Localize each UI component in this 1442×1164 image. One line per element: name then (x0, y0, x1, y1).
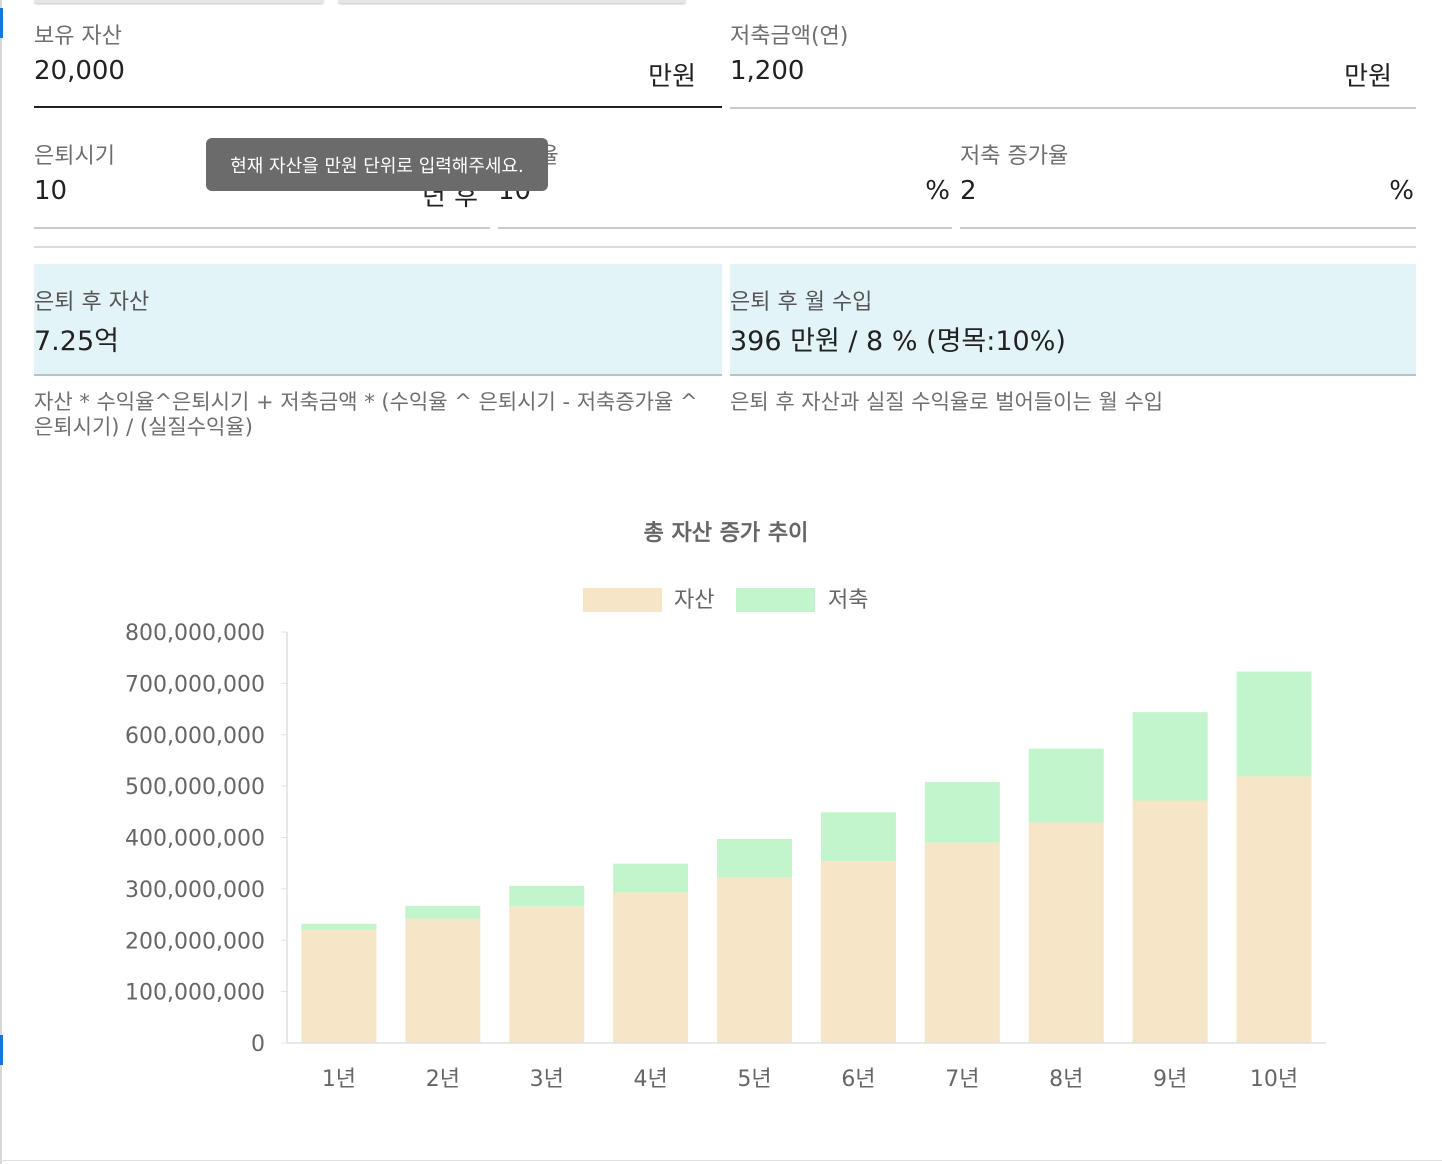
savings-growth-label: 저축 증가율 (960, 144, 1069, 169)
result-assets-value: 7.25억 (34, 326, 119, 357)
result-income-label: 은퇴 후 월 수입 (730, 290, 873, 315)
window-left-edge (0, 0, 2, 1164)
bar-asset-4[interactable] (613, 892, 689, 1043)
x-tick-label: 1년 (322, 1067, 356, 1092)
savings-growth-input[interactable]: 2 (960, 176, 977, 206)
return-rate-unit: % (925, 176, 950, 206)
x-tick-label: 10년 (1250, 1067, 1298, 1092)
x-tick-label: 4년 (634, 1067, 668, 1092)
result-assets-card: 은퇴 후 자산 7.25억 (34, 264, 722, 376)
result-income-value: 396 만원 / 8 % (명목:10%) (730, 326, 1066, 357)
bar-asset-7[interactable] (924, 842, 1000, 1043)
bar-saving-7[interactable] (924, 782, 1000, 843)
bar-asset-5[interactable] (717, 877, 793, 1043)
assets-input[interactable]: 20,000 (34, 56, 125, 86)
return-rate-underline (498, 227, 952, 229)
legend-swatch-saving[interactable] (736, 588, 815, 612)
y-tick-label: 700,000,000 (125, 672, 265, 697)
savings-unit: 만원 (1344, 62, 1392, 92)
x-tick-label: 9년 (1153, 1067, 1187, 1092)
income-help-text: 은퇴 후 자산과 실질 수익율로 벌어들이는 월 수입 (730, 390, 1164, 414)
asset-growth-chart: 총 자산 증가 추이 자산 저축 0 100,000,000 200,000,000 3… (125, 521, 1326, 1092)
x-tick-label: 6년 (841, 1067, 875, 1092)
section-divider (34, 246, 1416, 248)
page-bottom-border (0, 1160, 1442, 1161)
return-rate-field[interactable]: 수익율 10 % (498, 138, 952, 230)
bar-saving-4[interactable] (613, 863, 689, 893)
assets-tooltip: 현재 자산을 만원 단위로 입력해주세요. (206, 138, 548, 191)
chart-title: 총 자산 증가 추이 (644, 521, 809, 546)
retire-field[interactable]: 은퇴시기 10 년 후 (34, 138, 490, 230)
top-tab-chip[interactable] (338, 0, 686, 3)
x-tick-label: 3년 (530, 1067, 564, 1092)
y-tick-label: 500,000,000 (125, 775, 265, 800)
assets-unit: 만원 (648, 62, 696, 92)
result-assets-label: 은퇴 후 자산 (34, 290, 150, 315)
y-tick-label: 200,000,000 (125, 929, 265, 954)
savings-field[interactable]: 저축금액(연) 1,200 만원 (730, 18, 1416, 110)
bar-asset-3[interactable] (509, 906, 585, 1043)
y-tick-label: 100,000,000 (125, 981, 265, 1006)
result-income-card: 은퇴 후 월 수입 396 만원 / 8 % (명목:10%) (730, 264, 1416, 376)
savings-label: 저축금액(연) (730, 24, 849, 49)
top-tab-chip[interactable] (34, 0, 324, 3)
bar-asset-6[interactable] (820, 861, 896, 1043)
assets-field[interactable]: 보유 자산 20,000 만원 (34, 18, 722, 110)
y-tick-label: 300,000,000 (125, 878, 265, 903)
legend-label-asset[interactable]: 자산 (674, 588, 714, 613)
edge-indicator (0, 1035, 3, 1065)
legend-label-saving[interactable]: 저축 (828, 588, 868, 613)
bar-saving-9[interactable] (1132, 712, 1208, 801)
edge-indicator (0, 8, 3, 38)
assets-underline (34, 106, 722, 108)
bar-saving-6[interactable] (820, 812, 896, 862)
bar-asset-1[interactable] (301, 929, 377, 1043)
bar-asset-10[interactable] (1236, 776, 1312, 1043)
savings-growth-field[interactable]: 저축 증가율 2 % (960, 138, 1416, 230)
bar-asset-8[interactable] (1028, 822, 1104, 1043)
bar-saving-8[interactable] (1028, 748, 1104, 823)
x-tick-label: 5년 (737, 1067, 771, 1092)
x-tick-label: 8년 (1049, 1067, 1083, 1092)
x-tick-label: 2년 (426, 1067, 460, 1092)
assets-label: 보유 자산 (34, 24, 122, 49)
bar-saving-2[interactable] (405, 905, 481, 919)
bar-saving-3[interactable] (509, 885, 585, 907)
bar-saving-10[interactable] (1236, 671, 1312, 777)
savings-growth-unit: % (1389, 176, 1414, 206)
retire-input[interactable]: 10 (34, 176, 68, 206)
savings-input[interactable]: 1,200 (730, 56, 805, 86)
bar-asset-9[interactable] (1132, 800, 1208, 1043)
legend-swatch-asset[interactable] (583, 588, 662, 612)
savings-growth-underline (960, 227, 1416, 229)
y-tick-label: 800,000,000 (125, 621, 265, 646)
retire-underline (34, 227, 490, 229)
bar-saving-5[interactable] (717, 839, 793, 878)
retire-label: 은퇴시기 (34, 144, 115, 169)
bar-saving-1[interactable] (301, 923, 377, 930)
formula-help-text: 자산 * 수익율^은퇴시기 + 저축금액 * (수익율 ^ 은퇴시기 - 저축증… (34, 390, 698, 439)
bar-asset-2[interactable] (405, 918, 481, 1043)
y-tick-label: 400,000,000 (125, 827, 265, 852)
y-tick-label: 0 (251, 1032, 265, 1057)
savings-underline (730, 107, 1416, 109)
x-tick-label: 7년 (945, 1067, 979, 1092)
y-tick-label: 600,000,000 (125, 724, 265, 749)
